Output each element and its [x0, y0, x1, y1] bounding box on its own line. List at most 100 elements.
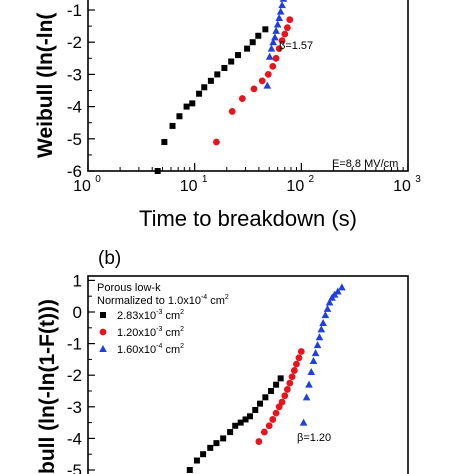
y-tick-label: -5 — [67, 461, 82, 474]
x-tick-exponent: 0 — [95, 174, 101, 185]
data-point-square — [207, 444, 214, 451]
data-point-square — [228, 58, 235, 65]
data-point-circle — [260, 428, 268, 436]
data-point-square — [244, 45, 251, 52]
y-tick-label: 1 — [73, 271, 82, 290]
data-point-triangle — [313, 341, 322, 349]
data-point-square — [207, 77, 214, 84]
data-point-square — [273, 381, 280, 388]
panel-a-y-axis-label: Weibull (ln(-ln( — [34, 13, 57, 158]
data-point-circle — [275, 45, 283, 53]
data-point-triangle — [269, 38, 278, 46]
data-point-triangle — [271, 33, 279, 41]
x-tick-label: 10 — [180, 178, 198, 195]
data-point-circle — [288, 373, 296, 381]
x-tick-exponent: 1 — [202, 174, 208, 185]
data-point-triangle — [315, 333, 324, 341]
data-point-square — [220, 435, 227, 442]
panel-b-legend: Porous low-k Normalized to 1.0x10-4 cm2 … — [97, 282, 229, 356]
data-point-square — [221, 64, 228, 71]
panel-b-label: (b) — [98, 248, 121, 269]
panel-b-y-ticks: -5 -4 -3 -2 -1 0 1 — [67, 271, 95, 474]
data-point-triangle — [267, 44, 276, 52]
panel-b-frame — [87, 275, 409, 474]
data-point-square — [246, 413, 253, 420]
data-point-triangle — [302, 393, 311, 401]
y-tick-label: -3 — [67, 398, 82, 417]
data-point-square — [200, 451, 207, 458]
data-point-circle — [286, 16, 294, 24]
data-point-triangle — [273, 20, 282, 28]
x-tick-exponent: 3 — [415, 174, 421, 185]
data-point-circle — [295, 354, 303, 362]
data-point-circle — [278, 37, 286, 44]
data-point-triangle — [311, 349, 320, 357]
data-point-square — [249, 39, 256, 46]
data-point-triangle — [275, 14, 283, 22]
data-point-square — [154, 168, 161, 174]
data-point-circle — [258, 77, 266, 85]
panel-b-points — [186, 283, 346, 473]
data-point-circle — [281, 30, 289, 38]
panel-a-frame — [87, 0, 409, 172]
data-point-triangle — [279, 0, 288, 2]
data-point-triangle — [307, 368, 316, 376]
data-point-circle — [250, 85, 258, 93]
data-point-triangle — [319, 319, 327, 327]
legend-title-line2: Normalized to 1.0x10-4 cm2 — [97, 294, 229, 307]
data-point-square — [268, 388, 275, 394]
data-point-square — [237, 419, 244, 426]
panel-b-y-axis-label: bull (ln(-ln(1-F(t))) — [36, 299, 59, 474]
data-point-circle — [290, 367, 298, 374]
panel-a-points — [154, 0, 294, 174]
legend-entries: 2.83x10-3 cm2 1.20x10-3 cm2 1.60x10-4 cm2 — [99, 309, 184, 356]
y-tick-label: -6 — [67, 162, 82, 181]
data-point-triangle — [265, 52, 274, 60]
data-point-square — [201, 84, 208, 91]
data-point-circle — [264, 71, 272, 78]
data-point-circle — [228, 108, 236, 115]
data-point-circle — [255, 438, 263, 445]
y-tick-label: -4 — [67, 98, 82, 117]
data-point-square — [232, 422, 239, 429]
data-point-circle — [272, 409, 280, 417]
data-point-square — [183, 103, 190, 110]
data-point-circle — [283, 386, 291, 393]
data-point-square — [193, 457, 200, 464]
data-point-square — [255, 32, 262, 39]
data-point-circle — [269, 62, 277, 70]
legend-entry-label: 2.83x10-3 cm2 — [117, 309, 184, 322]
x-tick-label: 10 — [393, 178, 411, 195]
legend-entry-label: 1.60x10-4 cm2 — [117, 343, 184, 356]
panel-a-field-label: E=8.8 MV/cm — [332, 158, 398, 170]
data-point-triangle — [338, 283, 346, 291]
y-tick-label: -5 — [67, 130, 82, 149]
data-point-square — [277, 375, 284, 382]
data-point-circle — [293, 360, 300, 368]
data-point-square — [262, 26, 269, 33]
data-point-circle — [286, 379, 294, 387]
data-point-square — [213, 440, 220, 447]
data-point-triangle — [305, 380, 313, 388]
panel-b: (b) -5 -4 -3 -2 -1 0 1 bull (ln(-ln(1-F(t))) P… — [36, 248, 409, 474]
data-point-circle — [283, 24, 291, 32]
data-point-triangle — [321, 311, 330, 319]
data-point-triangle — [317, 325, 326, 333]
panel-b-beta-label: β=1.20 — [297, 432, 331, 444]
legend-marker-triangle — [99, 345, 107, 352]
data-point-square — [176, 113, 183, 120]
data-point-square — [169, 122, 176, 129]
data-point-square — [186, 467, 193, 473]
data-point-square — [196, 90, 203, 97]
data-point-triangle — [309, 356, 318, 364]
panel-a-x-ticks: 10 0 10 1 10 2 10 3 — [73, 163, 421, 195]
data-point-triangle — [325, 298, 334, 306]
y-tick-label: -2 — [67, 366, 82, 385]
x-tick-label: 10 — [73, 178, 91, 195]
data-point-triangle — [278, 1, 286, 9]
panel-a-y-ticks: -6 -5 -4 -3 -2 -1 — [67, 1, 95, 181]
data-point-square — [227, 429, 234, 436]
data-point-triangle — [299, 418, 308, 426]
data-point-triangle — [334, 287, 342, 295]
